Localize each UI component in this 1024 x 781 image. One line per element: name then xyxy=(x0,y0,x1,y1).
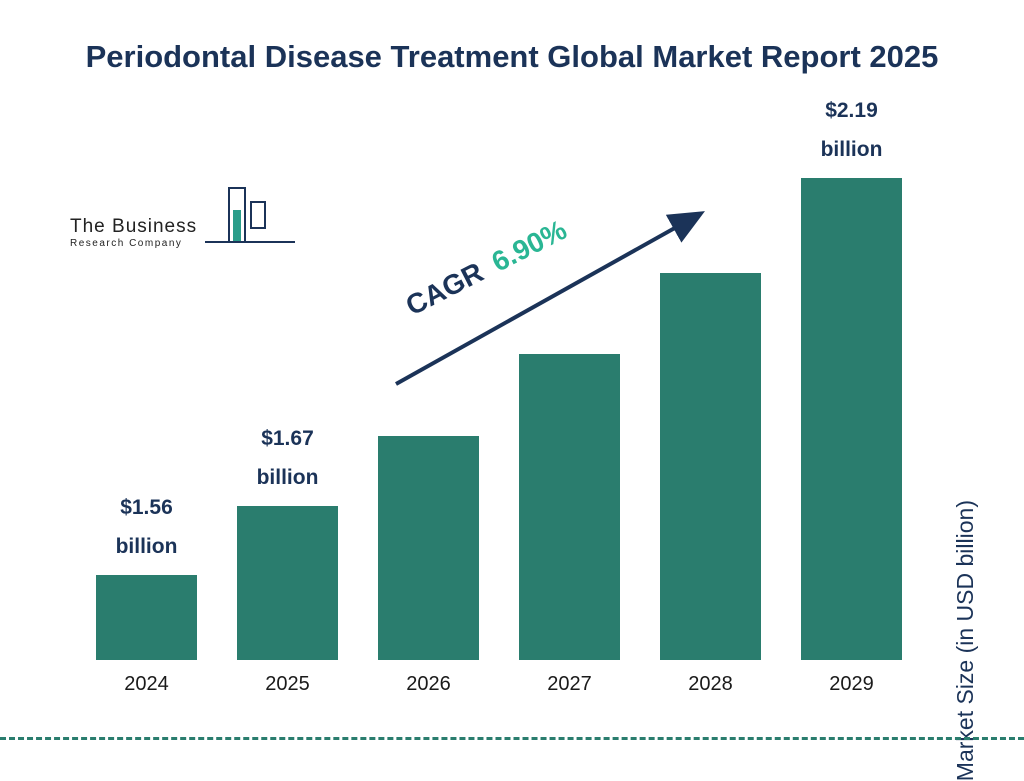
bar-value-label: $1.67 billion xyxy=(256,427,319,490)
bar-group xyxy=(519,354,620,660)
x-axis-label-2024: 2024 xyxy=(124,673,169,695)
bar-group: $1.56 billion xyxy=(96,489,197,660)
bar-group: $1.67 billion xyxy=(237,420,338,660)
company-logo-line2: Research Company xyxy=(70,238,183,249)
bar-2027 xyxy=(519,354,620,660)
company-logo-line1: The Business xyxy=(70,216,198,237)
bottom-dashed-divider xyxy=(0,737,1024,740)
x-axis-label-2028: 2028 xyxy=(688,673,733,695)
x-axis-label-2027: 2027 xyxy=(547,673,592,695)
bar-2024 xyxy=(96,575,197,660)
x-axis-label-2029: 2029 xyxy=(829,673,874,695)
x-axis-label-2026: 2026 xyxy=(406,673,451,695)
bar-value-label: $2.19 billion xyxy=(820,99,883,162)
chart-title: Periodontal Disease Treatment Global Mar… xyxy=(85,39,939,74)
x-axis-label-2025: 2025 xyxy=(265,673,310,695)
bar-2026 xyxy=(378,436,479,660)
bar-value-label: $1.56 billion xyxy=(115,496,178,559)
bar-2028 xyxy=(660,273,761,660)
bar-group xyxy=(378,436,479,660)
bar-chart-logo-icon xyxy=(203,184,299,255)
company-logo-text: The Business Research Company xyxy=(70,216,197,249)
bar-chart: $1.56 billion $1.67 billion $2.19 billion xyxy=(96,99,902,660)
bar-group: $2.19 billion xyxy=(801,92,902,660)
company-logo: The Business Research Company xyxy=(70,178,299,249)
x-axis-labels: 2024 2025 2026 2027 2028 2029 xyxy=(96,673,902,696)
bar-2029 xyxy=(801,178,902,660)
bar-2025 xyxy=(237,506,338,660)
bar-group xyxy=(660,273,761,660)
